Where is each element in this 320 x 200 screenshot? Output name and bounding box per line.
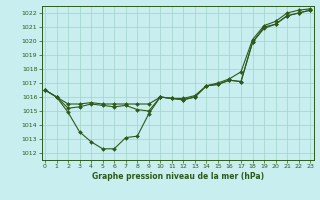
X-axis label: Graphe pression niveau de la mer (hPa): Graphe pression niveau de la mer (hPa) — [92, 172, 264, 181]
